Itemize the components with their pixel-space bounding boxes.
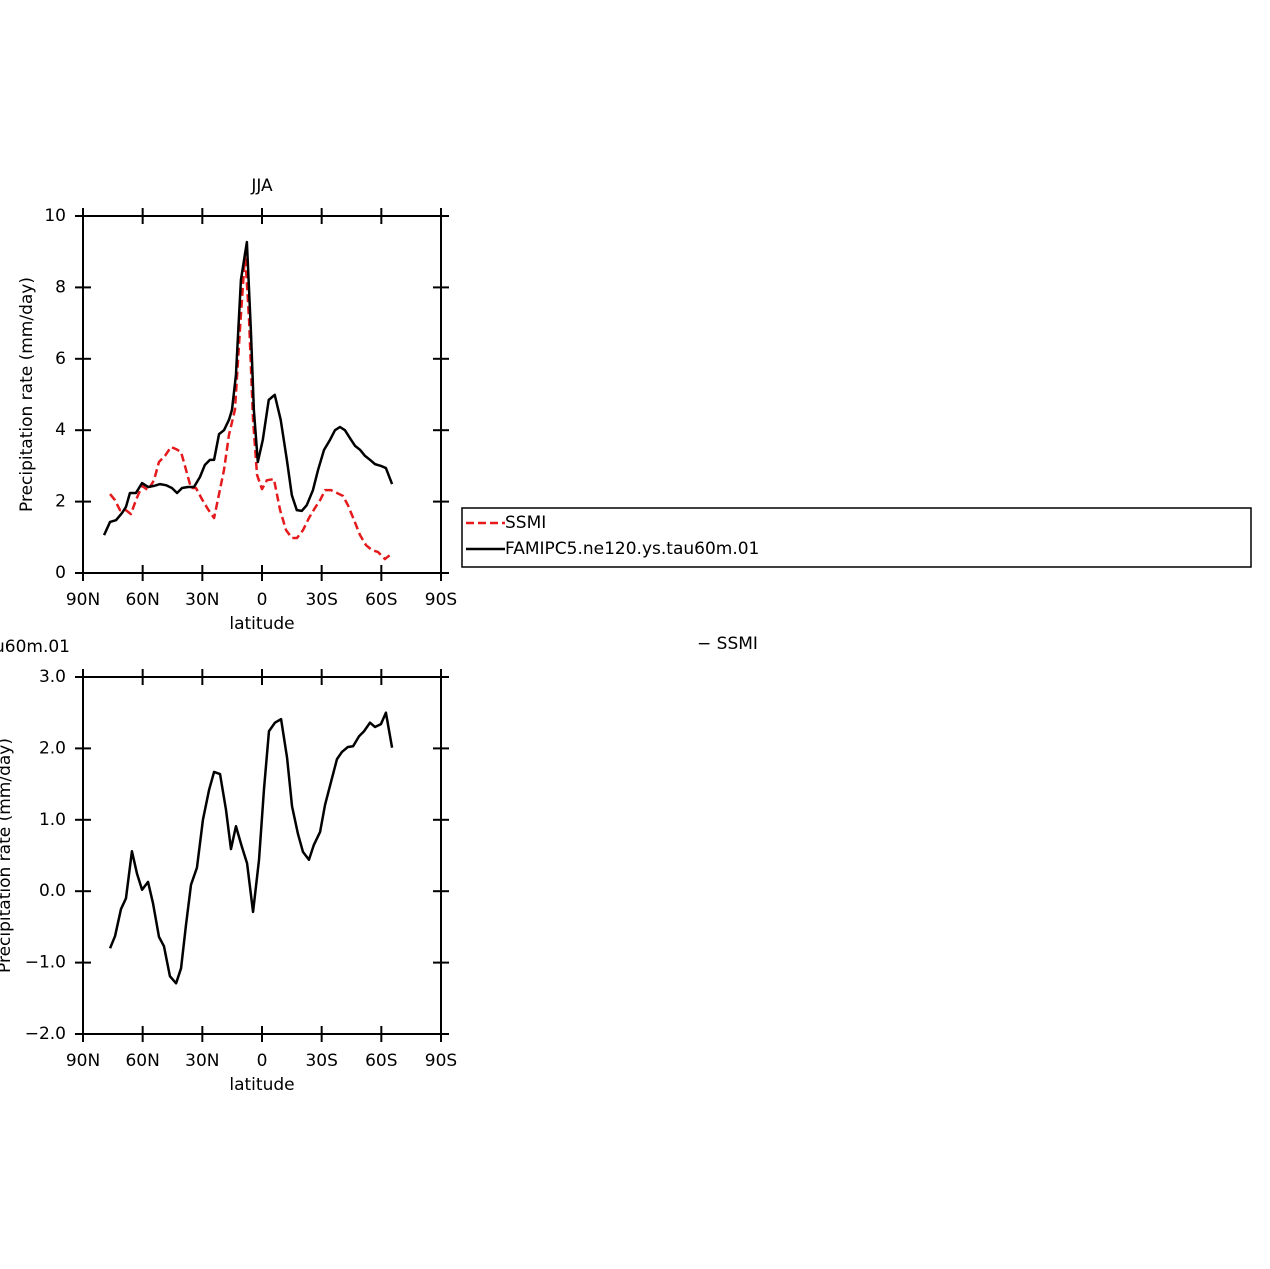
x-tick-label: 90N (66, 590, 100, 610)
legend-box (461, 507, 1252, 568)
legend-label: SSMI (505, 513, 546, 533)
x-tick-label: 0 (257, 590, 268, 610)
y-tick-label: 10 (44, 206, 66, 226)
x-tick-label: 90N (66, 1051, 100, 1071)
x-tick-label: 60N (125, 1051, 159, 1071)
x-tick-label: 30S (305, 1051, 337, 1071)
data-line (109, 251, 392, 561)
y-tick-label: 6 (55, 349, 66, 369)
chart-title: FAMIPC5.ne120.ys.tau60m.01 (0, 637, 70, 657)
y-tick-label: 2.0 (39, 738, 66, 758)
y-tick-label: −2.0 (25, 1024, 66, 1044)
chart-title-right: − SSMI (697, 634, 758, 654)
x-tick-label: 60S (365, 1051, 397, 1071)
x-tick-label: 30S (305, 590, 337, 610)
y-axis-label: Precipitation rate (mm/day) (17, 277, 37, 512)
x-axis-label: latitude (229, 614, 294, 634)
data-line (108, 711, 394, 985)
x-tick-label: 30N (185, 1051, 219, 1071)
y-tick-label: 3.0 (39, 667, 66, 687)
y-tick-label: 4 (55, 420, 66, 440)
plot-frame (82, 676, 442, 1035)
data-line (102, 240, 394, 536)
x-tick-label: 90S (425, 590, 457, 610)
y-tick-label: 0.0 (39, 881, 66, 901)
x-tick-label: 30N (185, 590, 219, 610)
legend-label: FAMIPC5.ne120.ys.tau60m.01 (505, 539, 759, 559)
y-axis-label: Precipitation rate (mm/day) (0, 738, 15, 973)
x-tick-label: 0 (257, 1051, 268, 1071)
y-tick-label: −1.0 (25, 953, 66, 973)
x-tick-label: 60S (365, 590, 397, 610)
y-tick-label: 8 (55, 277, 66, 297)
chart-title: JJA (250, 176, 273, 196)
x-axis-label: latitude (229, 1075, 294, 1095)
y-tick-label: 1.0 (39, 810, 66, 830)
y-tick-label: 2 (55, 492, 66, 512)
x-tick-label: 90S (425, 1051, 457, 1071)
y-tick-label: 0 (55, 563, 66, 583)
plot-frame (82, 215, 442, 574)
x-tick-label: 60N (125, 590, 159, 610)
